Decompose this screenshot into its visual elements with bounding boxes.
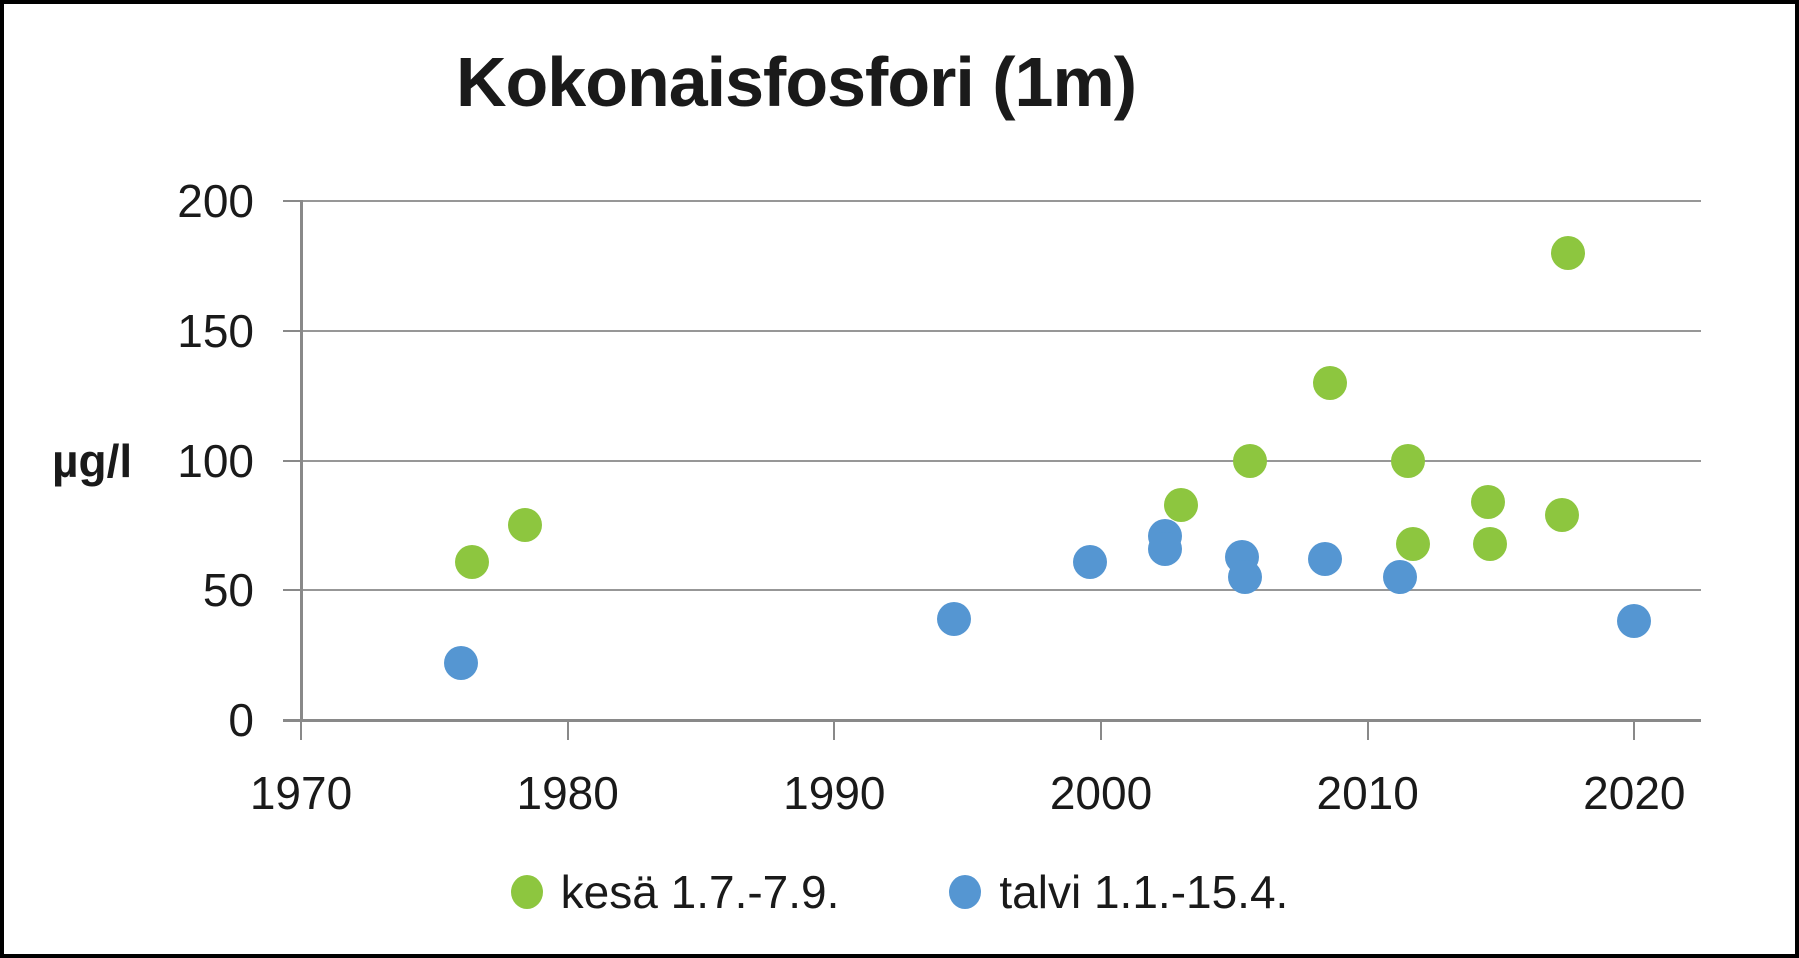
plot-area: 0 50 100 150 200 1970 1980 1990 2000 2010 2020 — [4, 4, 1795, 954]
data-point-kesa — [454, 544, 489, 579]
data-point-talvi — [1382, 560, 1417, 595]
data-point-kesa — [1396, 526, 1430, 561]
legend-item: kesä 1.7.-7.9. — [510, 865, 840, 919]
x-tick-mark — [300, 720, 302, 740]
y-tick-mark — [283, 200, 303, 202]
x-tick-label: 1970 — [249, 767, 353, 819]
x-tick-label: 2000 — [1049, 767, 1153, 819]
y-tick-label: 150 — [177, 304, 254, 357]
x-tick-label: 1980 — [516, 767, 619, 819]
data-point-kesa — [1473, 526, 1508, 561]
x-axis-line — [283, 719, 1701, 722]
data-point-talvi — [1073, 544, 1108, 579]
y-tick-label: 200 — [177, 175, 254, 227]
legend-marker-icon — [949, 875, 982, 909]
data-point-talvi — [937, 601, 972, 636]
gridline-y-150 — [301, 329, 1701, 332]
x-tick-mark — [1633, 720, 1636, 740]
data-point-kesa — [1313, 365, 1348, 400]
data-point-kesa — [1550, 235, 1585, 270]
data-point-kesa — [1470, 485, 1505, 520]
data-point-talvi — [1308, 542, 1342, 577]
data-point-kesa — [508, 508, 542, 543]
data-point-talvi — [1228, 560, 1262, 595]
legend-label: talvi 1.1.-15.4. — [999, 866, 1289, 918]
data-point-talvi — [1148, 531, 1182, 566]
x-tick-label: 2020 — [1583, 767, 1686, 819]
y-axis-title: µg/l — [52, 434, 133, 487]
chart-title: Kokonaisfosfori (1m) — [455, 43, 1137, 121]
legend: kesä 1.7.-7.9. talvi 1.1.-15.4. — [4, 860, 1795, 924]
y-tick-label: 0 — [228, 694, 254, 746]
gridline-y-200 — [301, 200, 1701, 202]
x-tick-mark — [1100, 720, 1102, 740]
data-point-kesa — [1545, 497, 1580, 532]
x-tick-mark — [833, 720, 836, 740]
data-point-kesa — [1390, 443, 1425, 478]
legend-item: talvi 1.1.-15.4. — [949, 865, 1288, 919]
x-tick-mark — [566, 720, 569, 740]
y-axis-line — [300, 201, 303, 720]
y-tick-label: 100 — [177, 434, 254, 487]
y-tick-mark — [283, 459, 303, 462]
legend-label: kesä 1.7.-7.9. — [560, 866, 840, 918]
y-tick-mark — [283, 589, 303, 592]
data-point-talvi — [1617, 604, 1652, 639]
data-point-kesa — [1164, 487, 1198, 522]
x-tick-label: 2010 — [1316, 767, 1419, 819]
gridline-y-50 — [301, 589, 1701, 592]
y-tick-label: 50 — [202, 564, 254, 617]
y-tick-mark — [283, 329, 303, 332]
data-point-kesa — [1233, 443, 1268, 478]
x-tick-label: 1990 — [783, 767, 886, 819]
legend-marker-icon — [510, 875, 543, 909]
x-tick-mark — [1366, 720, 1369, 740]
data-point-talvi — [444, 645, 478, 680]
gridline-y-100 — [301, 459, 1701, 462]
